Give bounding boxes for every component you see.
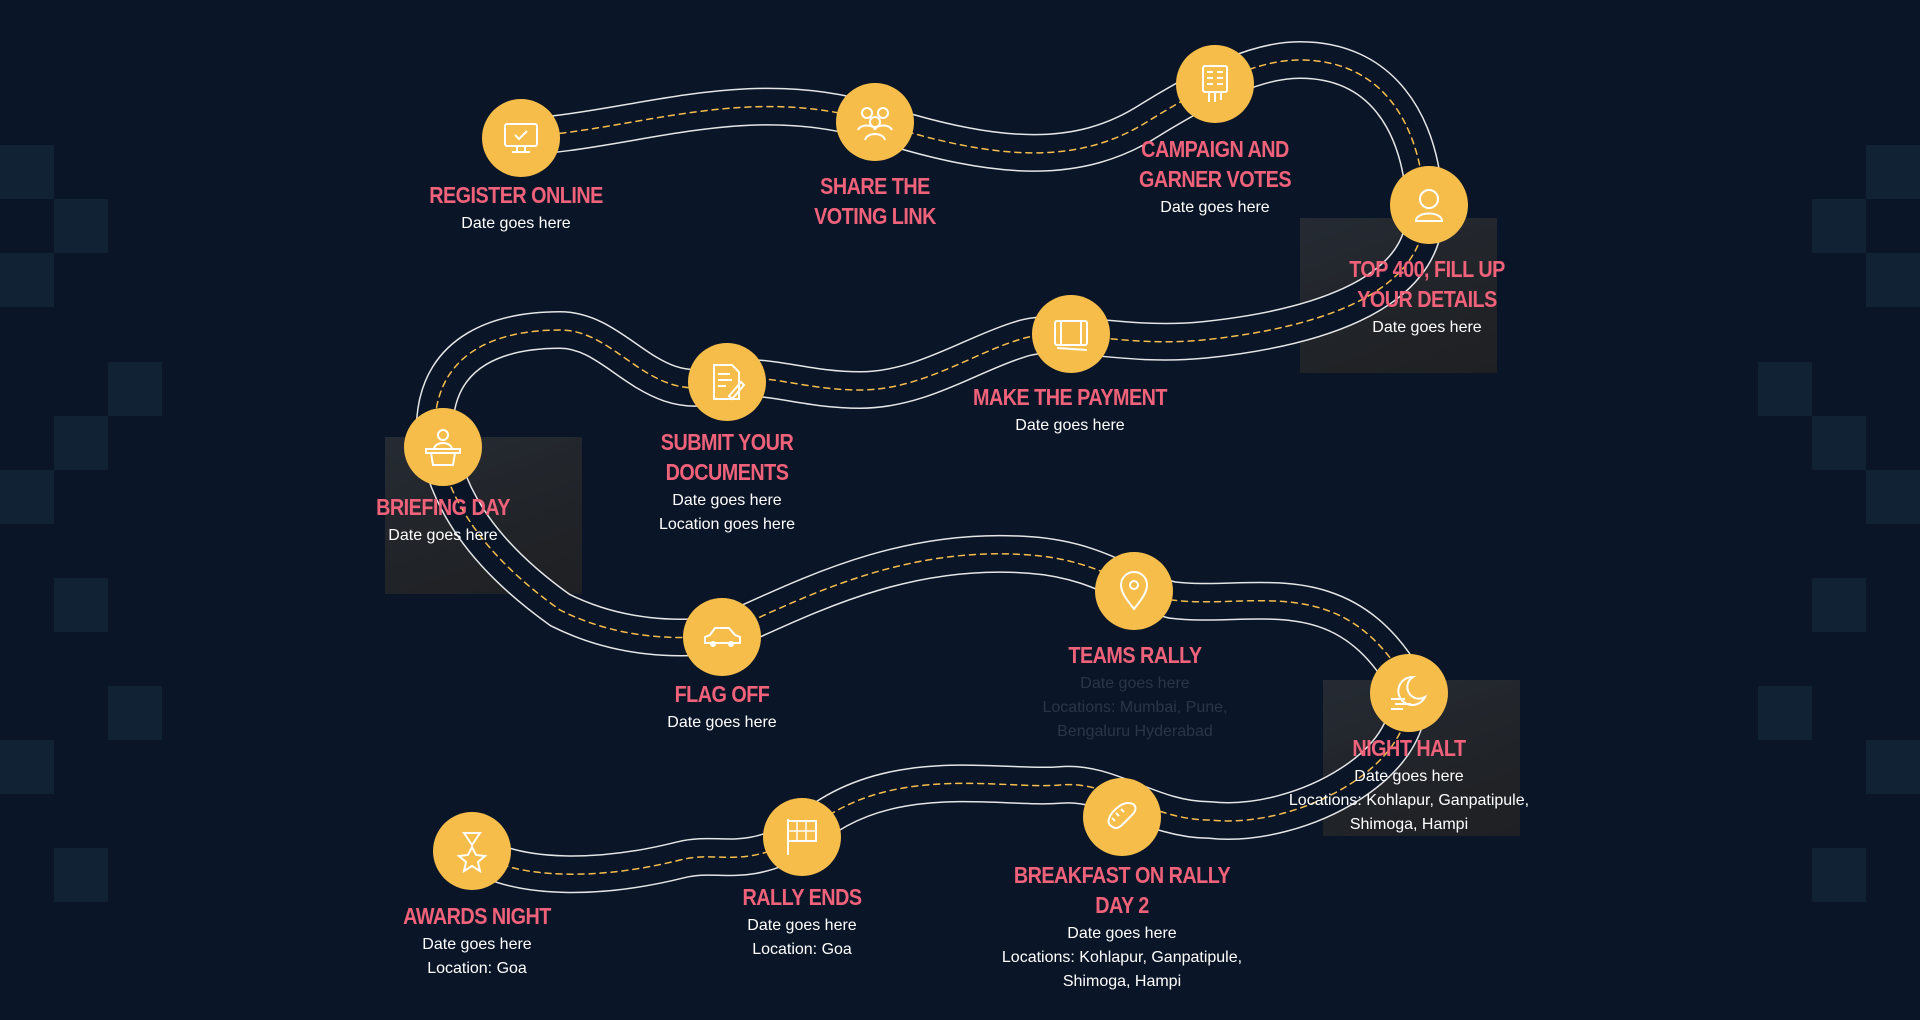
location-pin-icon [1119, 571, 1149, 611]
ballot-hand-icon [1202, 65, 1228, 102]
document-pen-icon [713, 364, 746, 401]
milestone-detail: Date goes here [388, 527, 498, 544]
monitor-check-icon [504, 123, 538, 153]
milestone-node-register-online [482, 99, 560, 177]
milestone-node-submit-documents [688, 343, 766, 421]
milestone-detail: Location: Goa [752, 941, 852, 958]
podium-icon [425, 429, 461, 466]
milestone-detail: Bengaluru Hyderabad [1057, 723, 1213, 740]
milestone-detail: Date goes here [1354, 768, 1464, 785]
milestone-submit-documents: SUBMIT YOUR DOCUMENTS Date goes here Locat… [577, 427, 877, 537]
medal-icon [456, 832, 488, 873]
milestone-title: MAKE THE PAYMENT [973, 384, 1167, 410]
checkered-flag-icon [787, 819, 817, 855]
milestone-campaign-garner-votes: CAMPAIGN AND GARNER VOTES Date goes here [1065, 134, 1365, 220]
milestone-detail: Locations: Kohlapur, Ganpatipule, [1001, 949, 1243, 966]
milestone-node-flag-off [683, 598, 761, 676]
milestone-title: NIGHT HALT [1352, 735, 1466, 761]
milestone-title: BREAKFAST ON RALLY DAY 2 [1013, 862, 1231, 918]
milestone-node-make-payment [1032, 295, 1110, 373]
milestone-title: REGISTER ONLINE [429, 182, 603, 208]
milestone-title: AWARDS NIGHT [403, 903, 551, 929]
milestone-register-online: REGISTER ONLINE Date goes here [366, 180, 666, 236]
milestone-detail: Date goes here [1015, 417, 1125, 434]
milestone-rally-ends: RALLY ENDS Date goes here Location: Goa [652, 882, 952, 962]
milestone-detail: Date goes here [667, 714, 777, 731]
milestone-top-400: TOP 400, FILL UP YOUR DETAILS Date goes h… [1277, 254, 1577, 340]
milestone-title: BRIEFING DAY [376, 494, 510, 520]
milestone-title: FLAG OFF [674, 681, 770, 707]
milestone-node-teams-rally [1095, 552, 1173, 630]
milestone-title: TEAMS RALLY [1068, 642, 1202, 668]
milestone-node-rally-ends [763, 798, 841, 876]
milestone-flag-off: FLAG OFF Date goes here [572, 679, 872, 735]
milestone-make-payment: MAKE THE PAYMENT Date goes here [920, 382, 1220, 438]
milestone-title: RALLY ENDS [742, 884, 862, 910]
milestone-detail: Date goes here [747, 917, 857, 934]
milestone-node-breakfast-day-2 [1083, 778, 1161, 856]
milestone-node-awards-night [433, 812, 511, 890]
milestone-title: TOP 400, FILL UP YOUR DETAILS [1349, 256, 1505, 312]
milestone-detail: Location goes here [658, 516, 796, 533]
milestone-detail: Shimoga, Hampi [1349, 816, 1469, 833]
milestone-detail: Date goes here [461, 215, 571, 232]
people-icon [857, 107, 893, 141]
milestone-teams-rally: TEAMS RALLY Date goes here Locations: Mumb… [985, 640, 1285, 744]
moon-wind-icon [1391, 675, 1428, 710]
milestone-node-briefing-day [404, 408, 482, 486]
milestone-breakfast-day-2: BREAKFAST ON RALLY DAY 2 Date goes here Lo… [972, 860, 1272, 994]
milestone-detail: Date goes here [1080, 675, 1190, 692]
milestone-node-night-halt [1370, 654, 1448, 732]
milestone-detail: Locations: Kohlapur, Ganpatipule, [1288, 792, 1530, 809]
milestone-detail: Date goes here [1160, 199, 1270, 216]
milestone-title: CAMPAIGN AND GARNER VOTES [1138, 136, 1292, 192]
milestone-detail: Locations: Mumbai, Pune, [1042, 699, 1228, 716]
milestone-detail: Date goes here [672, 492, 782, 509]
user-icon [1414, 189, 1444, 222]
milestone-awards-night: AWARDS NIGHT Date goes here Location: Goa [327, 901, 627, 981]
milestone-detail: Shimoga, Hampi [1062, 973, 1182, 990]
milestone-node-campaign-garner-votes [1176, 45, 1254, 123]
bread-icon [1107, 801, 1137, 829]
milestone-night-halt: NIGHT HALT Date goes here Locations: Kohla… [1259, 733, 1559, 837]
milestone-detail: Date goes here [1067, 925, 1177, 942]
milestone-node-top-400 [1390, 166, 1468, 244]
milestone-detail: Date goes here [422, 936, 532, 953]
card-icon [1054, 320, 1088, 351]
milestone-detail: Location: Goa [427, 960, 527, 977]
milestone-detail: Date goes here [1372, 319, 1482, 336]
milestone-title: SHARE THE VOTING LINK [814, 173, 936, 229]
milestone-share-voting-link: SHARE THE VOTING LINK [725, 171, 1025, 231]
milestone-node-share-voting-link [836, 83, 914, 161]
milestone-title: SUBMIT YOUR DOCUMENTS [660, 429, 794, 485]
car-icon [704, 627, 741, 647]
milestone-briefing-day: BRIEFING DAY Date goes here [293, 492, 593, 548]
